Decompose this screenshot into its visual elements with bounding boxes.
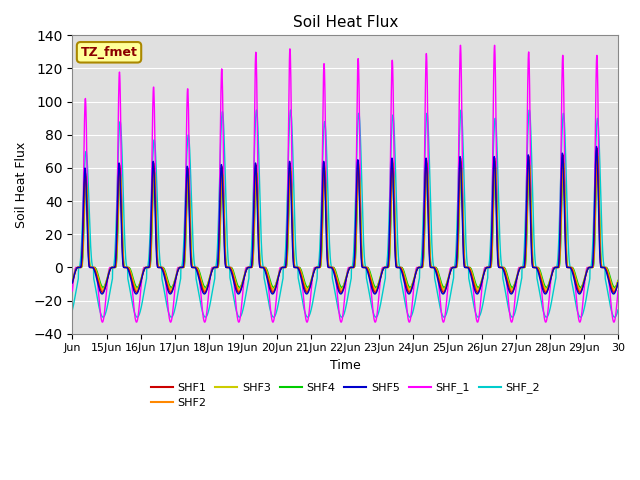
SHF5 [378,269,386,275]
SHF5 [509,288,517,294]
Line: SHF5: SHF5 [72,146,618,294]
SHF_1 [241,271,248,277]
SHF2 [378,269,386,275]
SHF5 [614,280,622,286]
SHF4 [68,277,76,283]
SHF_2 [378,295,386,300]
SHF3 [167,286,175,292]
SHF_1 [474,319,481,325]
SHF_1 [456,42,464,48]
SHF4 [123,264,131,270]
SHF5 [235,291,243,297]
SHF2 [241,272,249,277]
SHF5 [593,144,600,149]
SHF1 [509,287,517,293]
Line: SHF2: SHF2 [72,151,618,291]
SHF_2 [123,264,131,270]
SHF2 [167,288,175,294]
SHF_2 [541,312,548,318]
SHF_1 [541,316,548,322]
SHF_1 [607,298,614,303]
SHF1 [241,273,248,278]
SHF3 [614,278,622,284]
SHF1 [123,264,131,270]
SHF3 [378,268,386,274]
SHF_1 [614,288,622,294]
Text: TZ_fmet: TZ_fmet [81,46,138,59]
SHF_1 [123,264,131,270]
SHF1 [607,283,614,289]
SHF_2 [241,299,248,304]
SHF3 [241,271,249,276]
SHF4 [594,154,602,159]
SHF4 [406,285,414,290]
SHF5 [607,286,614,291]
SHF_2 [614,307,622,313]
Legend: SHF1, SHF2, SHF3, SHF4, SHF5, SHF_1, SHF_2: SHF1, SHF2, SHF3, SHF4, SHF5, SHF_1, SHF… [146,378,544,412]
SHF2 [68,279,76,285]
SHF2 [541,286,548,291]
SHF1 [68,280,76,286]
SHF_1 [68,288,76,294]
SHF_1 [510,309,518,315]
SHF3 [68,278,76,284]
SHF3 [509,285,517,290]
SHF3 [123,264,131,270]
X-axis label: Time: Time [330,359,360,372]
SHF3 [607,278,614,284]
SHF5 [541,290,548,296]
Line: SHF_2: SHF_2 [72,110,618,317]
SHF3 [541,284,548,290]
SHF5 [241,272,249,277]
SHF3 [593,152,601,157]
SHF5 [123,265,131,271]
SHF4 [241,271,248,277]
SHF2 [593,148,601,154]
SHF4 [541,282,548,288]
SHF1 [593,145,601,151]
SHF2 [509,286,517,292]
Y-axis label: Soil Heat Flux: Soil Heat Flux [15,142,28,228]
Line: SHF3: SHF3 [72,155,618,289]
SHF1 [474,289,481,295]
SHF5 [68,280,76,286]
SHF4 [607,276,614,281]
Line: SHF1: SHF1 [72,148,618,292]
SHF_2 [406,314,414,320]
SHF1 [378,270,386,276]
SHF4 [614,277,622,283]
SHF_2 [458,107,465,113]
Title: Soil Heat Flux: Soil Heat Flux [292,15,398,30]
SHF2 [614,279,622,285]
SHF_2 [68,307,76,313]
SHF_2 [607,305,614,311]
SHF2 [607,280,614,286]
SHF4 [509,284,517,289]
SHF1 [614,280,622,286]
SHF_2 [510,313,518,319]
SHF2 [123,264,131,270]
SHF4 [378,269,386,275]
SHF1 [541,288,548,294]
Line: SHF4: SHF4 [72,156,618,288]
Line: SHF_1: SHF_1 [72,45,618,322]
SHF_1 [378,266,386,272]
